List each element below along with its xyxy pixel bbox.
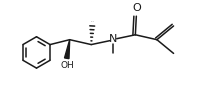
Text: OH: OH (61, 61, 75, 70)
Text: ···: ··· (90, 20, 94, 24)
Polygon shape (65, 40, 70, 59)
Text: O: O (132, 3, 141, 13)
Text: N: N (109, 34, 117, 44)
